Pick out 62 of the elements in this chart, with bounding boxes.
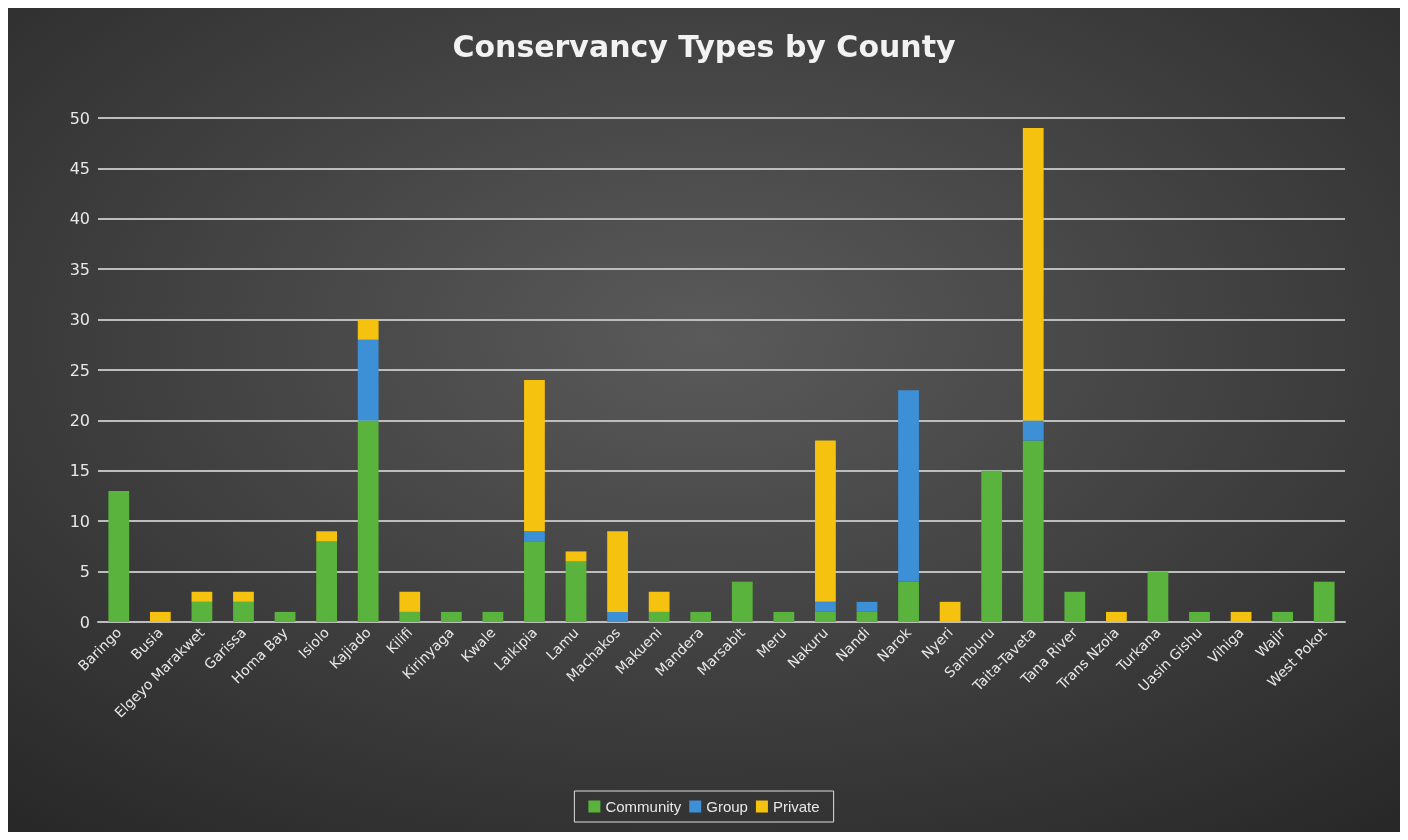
bar [815,601,836,612]
bar [1189,611,1210,622]
y-tick-label: 0 [79,612,90,632]
bar [690,611,712,622]
bar [607,531,628,612]
bar [108,490,130,622]
bar [524,380,545,532]
bar [898,581,919,622]
bar [233,601,254,622]
bar [1272,611,1294,622]
bar [1313,581,1335,622]
bar [357,420,379,622]
bar [316,541,338,622]
bar [731,581,753,622]
bar [191,601,213,622]
bar [565,551,587,562]
bar [1022,420,1044,441]
bar [815,440,836,602]
legend-label: Community [605,798,682,815]
bar [565,561,587,622]
bar [648,611,670,622]
y-tick-label: 25 [69,360,90,380]
y-tick-label: 45 [69,158,90,178]
bar [357,319,379,340]
y-tick-label: 50 [69,108,90,128]
bar [149,611,171,622]
bar [1022,128,1044,421]
bar [524,531,545,542]
y-tick-label: 20 [69,410,90,430]
bar [524,541,545,622]
legend-label: Private [772,798,820,815]
bar [1064,591,1086,622]
bar [482,611,504,622]
bar [648,591,670,612]
y-tick-label: 10 [69,511,90,531]
bar [856,601,878,612]
bar [233,591,254,602]
y-tick-label: 5 [79,562,90,582]
bar [357,339,379,421]
bar [399,611,421,622]
bar [981,470,1003,622]
bar [1230,611,1252,622]
bar [316,531,338,542]
y-tick-label: 30 [69,310,90,330]
bar [274,611,296,622]
bar [440,611,462,622]
chart-title: Conservancy Types by County [452,28,957,64]
y-tick-label: 35 [69,259,90,279]
y-tick-label: 15 [69,461,90,481]
bar [815,611,836,622]
bar [1147,571,1169,622]
bar [399,591,421,612]
bar [607,611,628,622]
bar [1105,611,1127,622]
legend-label: Group [706,798,748,815]
bar [856,611,878,622]
bar [191,591,213,602]
bar [939,601,961,622]
bar [773,611,795,622]
bar [1022,440,1044,622]
bar [898,390,919,582]
y-tick-label: 40 [69,209,90,229]
